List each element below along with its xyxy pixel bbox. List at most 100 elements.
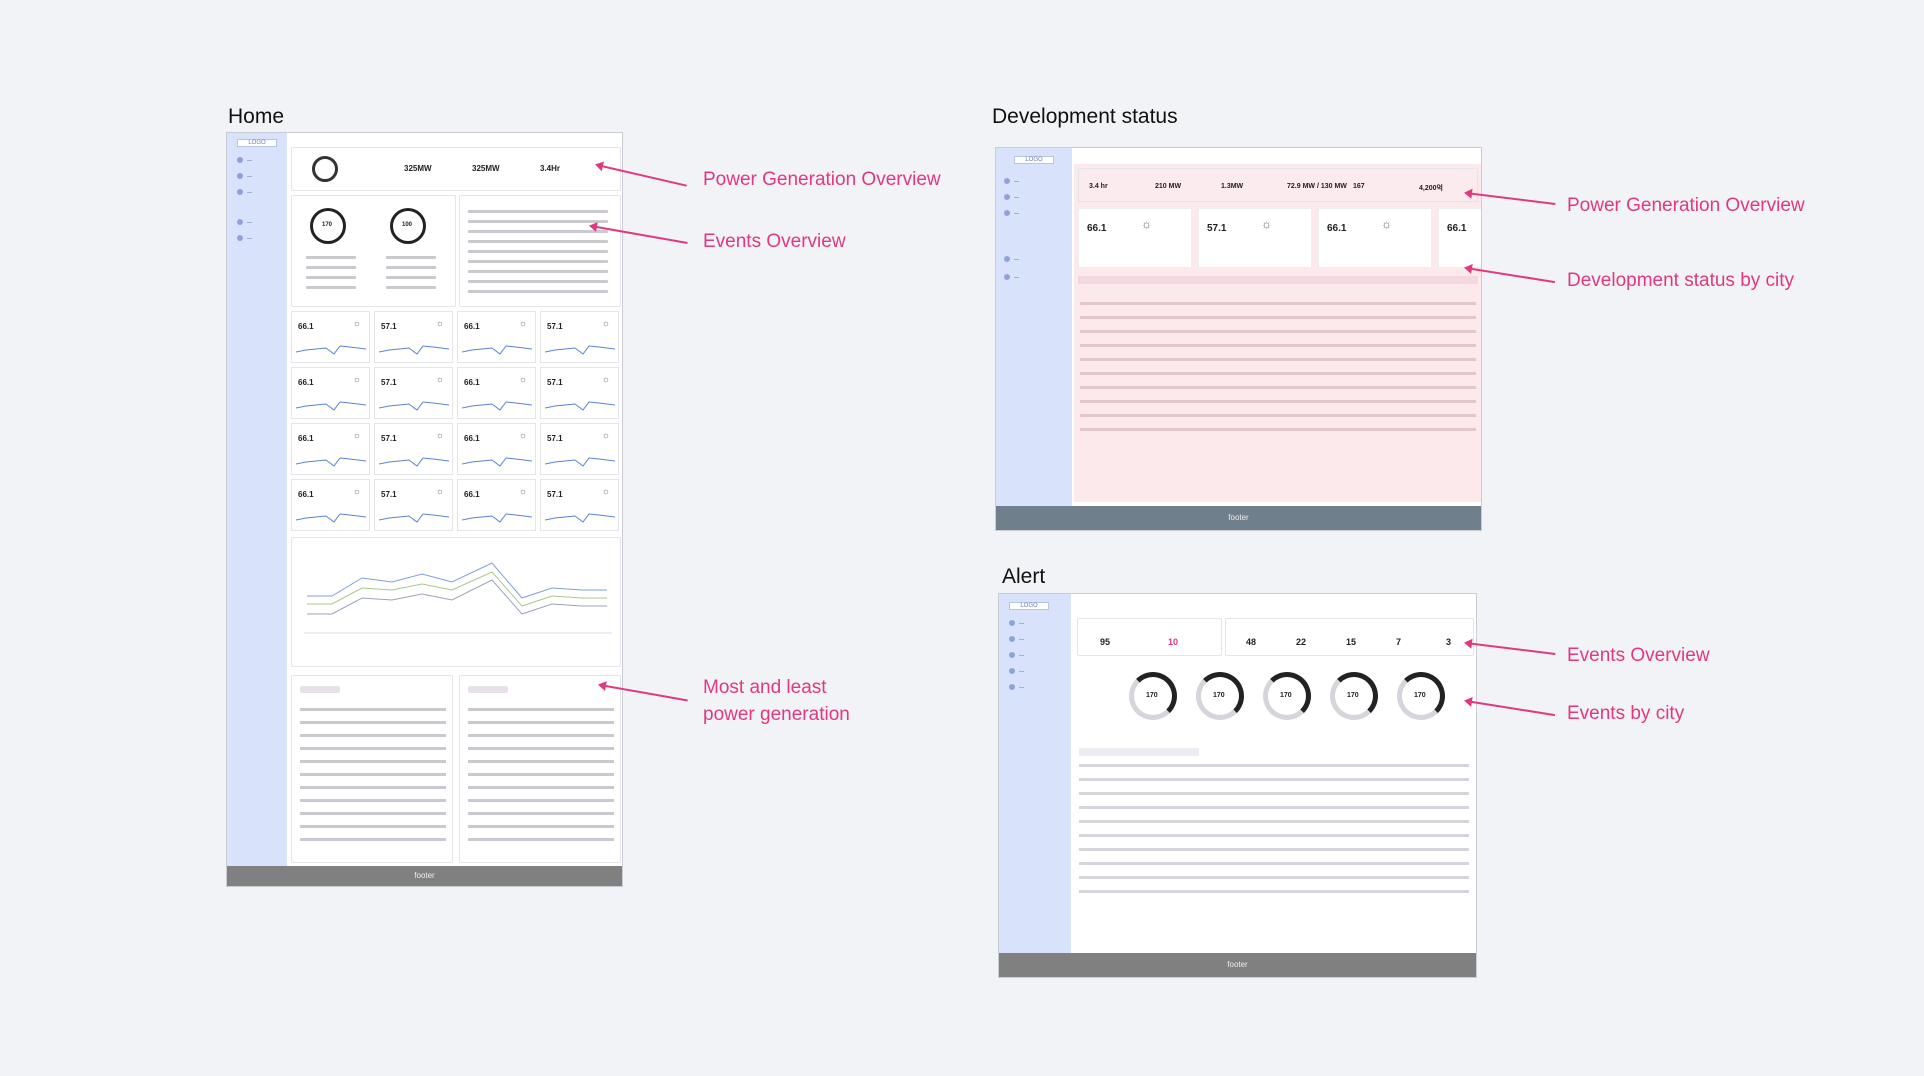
anno-alert-city: Events by city: [1567, 703, 1685, 724]
home-city-sparkline: [296, 401, 366, 411]
alert-city-ring-value: 170: [1146, 692, 1158, 699]
home-city-sparkline: [379, 513, 449, 523]
dev-table-row: [1080, 414, 1476, 417]
alert-table-row: [1079, 778, 1469, 781]
alert-table-row: [1079, 848, 1469, 851]
alert-kpi-total: 95: [1100, 637, 1111, 647]
dev-table-row: [1080, 344, 1476, 347]
home-city-card: 66.1 ☼: [457, 311, 536, 363]
alert-type-kpi-value: 22: [1296, 637, 1307, 647]
alert-city-ring: [1196, 672, 1244, 720]
anno-arrow: [1465, 700, 1556, 717]
sun-icon: ☼: [352, 374, 361, 384]
home-table-row: [468, 760, 614, 763]
sun-icon: ☼: [601, 430, 610, 440]
dev-city-card-value: 57.1: [1207, 223, 1227, 234]
home-city-card-value: 66.1: [464, 434, 480, 443]
dev-power-overview-panel: 3.4 hr 210 MW 1.3MW 72.9 MW / 130 MW 167 4,20…: [1078, 168, 1478, 202]
home-city-sparkline: [379, 457, 449, 467]
alert-table-row: [1079, 862, 1469, 865]
home-city-sparkline: [379, 401, 449, 411]
home-city-card: 66.1 ☼: [291, 423, 370, 475]
home-section-title: Home: [228, 105, 285, 128]
alert-sidebar-item[interactable]: —: [1009, 668, 1024, 677]
dev-city-card-value: 66.1: [1087, 223, 1107, 234]
home-power-ring: [312, 156, 338, 182]
dev-city-card: 66.1 ☼: [1078, 208, 1192, 268]
anno-home-most-least-2: power generation: [703, 704, 850, 725]
home-city-sparkline: [296, 345, 366, 355]
home-table-row: [468, 747, 614, 750]
home-city-card: 57.1 ☼: [374, 367, 453, 419]
home-event-ring-2: [390, 208, 426, 244]
dev-table-row: [1080, 400, 1476, 403]
home-event-ring-1-value: 170: [322, 222, 333, 228]
alert-city-ring-value: 170: [1414, 692, 1426, 699]
home-events-rings-panel: 170 100: [291, 195, 456, 307]
alert-sidebar-item[interactable]: —: [1009, 652, 1024, 661]
dev-table-row: [1080, 428, 1476, 431]
dev-sidebar-item[interactable]: —: [1004, 178, 1019, 187]
home-table-row: [300, 747, 446, 750]
sun-icon: ☼: [1141, 217, 1152, 231]
alert-table-row: [1079, 834, 1469, 837]
anno-home-events: Events Overview: [703, 231, 846, 252]
alert-section-title: Alert: [1002, 565, 1046, 588]
home-table-row: [468, 838, 614, 841]
home-table-row: [300, 812, 446, 815]
alert-kpi-unresolved: 10: [1168, 637, 1179, 647]
anno-home-most-least-1: Most and least: [703, 677, 827, 698]
home-table-row: [300, 721, 446, 724]
home-city-sparkline: [462, 457, 532, 467]
dev-sidebar-item[interactable]: —: [1004, 256, 1019, 265]
dev-city-card: 66.1☼: [1438, 208, 1481, 268]
home-table-row: [300, 708, 446, 711]
sun-icon: ☼: [1381, 217, 1392, 231]
alert-sidebar-item[interactable]: —: [1009, 684, 1024, 693]
home-city-card: 66.1 ☼: [457, 367, 536, 419]
alert-city-ring-value: 170: [1213, 692, 1225, 699]
home-city-card: 57.1 ☼: [374, 423, 453, 475]
home-city-sparkline: [545, 457, 615, 467]
anno-arrow: [1465, 642, 1556, 655]
dev-sidebar-item[interactable]: —: [1004, 194, 1019, 203]
dev-table-row: [1080, 372, 1476, 375]
dev-kpi-value: 3.4 hr: [1089, 183, 1108, 190]
home-city-card-value: 66.1: [464, 490, 480, 499]
home-city-card-value: 66.1: [298, 378, 314, 387]
home-sidebar-item[interactable]: —: [237, 189, 252, 198]
home-city-card-value: 57.1: [381, 434, 397, 443]
sun-icon: ☼: [352, 486, 361, 496]
home-sidebar-item[interactable]: —: [237, 219, 252, 228]
home-city-card-value: 66.1: [464, 322, 480, 331]
home-sidebar-item[interactable]: —: [237, 157, 252, 166]
alert-sidebar-item[interactable]: —: [1009, 620, 1024, 629]
dev-sidebar-item[interactable]: —: [1004, 274, 1019, 283]
alert-type-kpi-value: 3: [1446, 637, 1452, 647]
home-table-row: [300, 799, 446, 802]
home-city-sparkline: [296, 513, 366, 523]
home-kpi-1: 325MW: [404, 164, 432, 173]
dev-city-card: 57.1 ☼: [1198, 208, 1312, 268]
dev-city-card: 66.1 ☼: [1318, 208, 1432, 268]
alert-city-ring: [1330, 672, 1378, 720]
home-sidebar-item[interactable]: —: [237, 235, 252, 244]
home-sidebar-item[interactable]: —: [237, 173, 252, 182]
alert-sidebar: LOGO — — — — —: [999, 594, 1071, 953]
home-city-card: 66.1 ☼: [291, 311, 370, 363]
home-footer: footer: [227, 866, 622, 886]
home-events-table-panel: [459, 195, 621, 307]
sun-icon: ☼: [518, 374, 527, 384]
dev-city-card-value: 66.1: [1327, 223, 1347, 234]
alert-sidebar-item[interactable]: —: [1009, 636, 1024, 645]
development-status-section-title: Development status: [992, 105, 1178, 128]
dev-table-row: [1080, 358, 1476, 361]
alert-city-ring: [1263, 672, 1311, 720]
home-sidebar: LOGO — — — — —: [227, 133, 287, 866]
dev-sidebar-item[interactable]: —: [1004, 210, 1019, 219]
dev-kpi-value: 4,200억: [1419, 185, 1443, 192]
home-table-row: [468, 825, 614, 828]
home-table-row: [300, 760, 446, 763]
sun-icon: ☼: [435, 374, 444, 384]
home-table-row: [300, 786, 446, 789]
